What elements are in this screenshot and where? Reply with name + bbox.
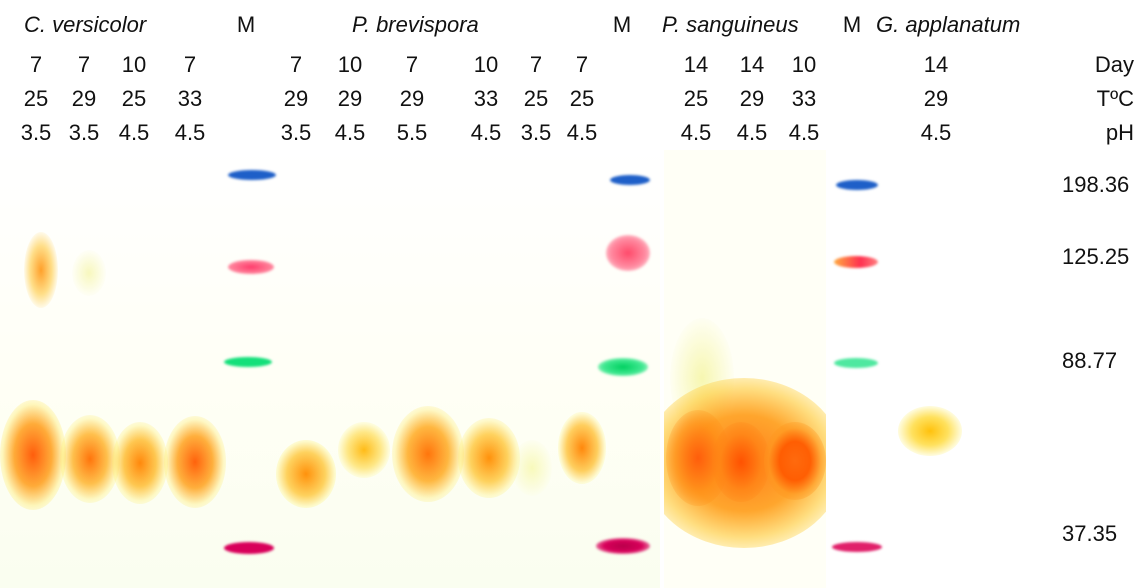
lane-3-temperature: 25 [121, 86, 147, 111]
lane-12-temperature: 29 [739, 86, 765, 111]
protein-band [392, 406, 464, 502]
marker-band-198 [836, 180, 878, 190]
marker-band-198 [228, 170, 276, 180]
lane-4-ph: 4.5 [174, 120, 206, 145]
row-label-temperature: TºC [1096, 86, 1134, 111]
lane-2-ph: 3.5 [68, 120, 100, 145]
protein-band [558, 412, 606, 484]
marker-band-88 [834, 358, 878, 368]
lane-9-temperature: 25 [523, 86, 549, 111]
lane-12-day: 14 [739, 52, 765, 77]
lane-13-ph: 4.5 [788, 120, 820, 145]
protein-band [60, 415, 120, 503]
protein-band [338, 422, 390, 478]
protein-band [24, 232, 58, 308]
lane-10-ph: 4.5 [566, 120, 598, 145]
lane-14-ph: 4.5 [920, 120, 952, 145]
protein-band [164, 416, 226, 508]
lane-11-temperature: 25 [683, 86, 709, 111]
lane-14-day: 14 [923, 52, 949, 77]
protein-band [458, 418, 520, 498]
lane-2-day: 7 [77, 52, 91, 77]
protein-band [0, 400, 66, 510]
species-label-versicolor: C. versicolor [24, 12, 147, 37]
mw-label: 198.36 [1062, 172, 1130, 197]
lane-3-day: 10 [121, 52, 147, 77]
lane-9-ph: 3.5 [520, 120, 552, 145]
mw-label: 88.77 [1062, 348, 1118, 373]
lane-1-day: 7 [29, 52, 43, 77]
marker-label: M [842, 12, 862, 37]
mw-label: 125.25 [1062, 244, 1130, 269]
lane-1-ph: 3.5 [20, 120, 52, 145]
protein-band [112, 422, 168, 504]
protein-band [764, 422, 826, 500]
lane-7-temperature: 29 [399, 86, 425, 111]
panel-divider [660, 150, 664, 588]
protein-band [712, 422, 770, 502]
lane-5-day: 7 [289, 52, 303, 77]
lane-6-ph: 4.5 [334, 120, 366, 145]
lane-13-day: 10 [791, 52, 817, 77]
marker-band-125 [228, 260, 274, 274]
lane-2-temperature: 29 [71, 86, 97, 111]
lane-4-temperature: 33 [177, 86, 203, 111]
row-label-ph: pH [1105, 120, 1134, 145]
species-label-sanguineus: P. sanguineus [662, 12, 799, 37]
panel-divider [826, 150, 828, 588]
marker-band-37 [596, 538, 650, 554]
lane-8-day: 10 [473, 52, 499, 77]
gel-panel-sanguineus [664, 150, 826, 588]
protein-band [276, 440, 336, 508]
lane-14-temperature: 29 [923, 86, 949, 111]
marker-band-88 [598, 358, 648, 376]
marker-band-88 [224, 357, 272, 367]
protein-band [512, 440, 552, 496]
lane-5-temperature: 29 [283, 86, 309, 111]
marker-label: M [612, 12, 632, 37]
marker-band-37 [832, 542, 882, 552]
marker-band-125 [606, 235, 650, 271]
lane-7-ph: 5.5 [396, 120, 428, 145]
lane-5-ph: 3.5 [280, 120, 312, 145]
row-label-day: Day [1094, 52, 1134, 77]
lane-9-day: 7 [529, 52, 543, 77]
lane-12-ph: 4.5 [736, 120, 768, 145]
marker-band-198 [610, 175, 650, 185]
lane-11-day: 14 [683, 52, 709, 77]
lane-4-day: 7 [183, 52, 197, 77]
species-label-applanatum: G. applanatum [876, 12, 1021, 37]
gel-panel-versicolor-brevispora [0, 150, 660, 588]
lane-10-temperature: 25 [569, 86, 595, 111]
lane-11-ph: 4.5 [680, 120, 712, 145]
marker-band-37 [224, 542, 274, 554]
lane-3-ph: 4.5 [118, 120, 150, 145]
lane-1-temperature: 25 [23, 86, 49, 111]
lane-7-day: 7 [405, 52, 419, 77]
protein-band [898, 406, 962, 456]
species-label-brevispora: P. brevispora [352, 12, 479, 37]
protein-band [72, 250, 106, 296]
mw-label: 37.35 [1062, 521, 1118, 546]
marker-band-125 [834, 256, 878, 268]
lane-10-day: 7 [575, 52, 589, 77]
lane-8-ph: 4.5 [470, 120, 502, 145]
lane-8-temperature: 33 [473, 86, 499, 111]
lane-6-temperature: 29 [337, 86, 363, 111]
lane-6-day: 10 [337, 52, 363, 77]
gel-panel-applanatum [828, 150, 1048, 588]
marker-label: M [236, 12, 256, 37]
lane-13-temperature: 33 [791, 86, 817, 111]
